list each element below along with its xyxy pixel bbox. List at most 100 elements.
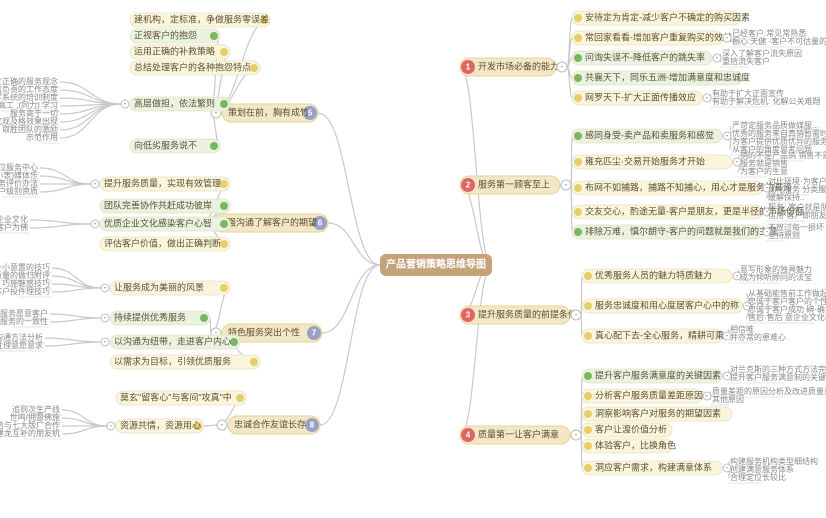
accent-icon: [584, 372, 592, 380]
edge: [567, 18, 572, 67]
accent-icon: [584, 332, 592, 340]
edge: [320, 265, 380, 425]
edge: [52, 268, 101, 288]
svg-text:3: 3: [466, 311, 471, 320]
svg-text:-: -: [726, 331, 729, 340]
svg-text:-: -: [104, 313, 107, 322]
svg-text:评估客户价值，做出正确判断: 评估客户价值，做出正确判断: [104, 237, 221, 248]
svg-text:网罗天下-扩大正面传播效应: 网罗天下-扩大正面传播效应: [585, 91, 696, 102]
edge: [50, 318, 101, 322]
svg-text:服务忠诚度和用心度居客户心中的称: 服务忠诚度和用心度居客户心中的称: [595, 299, 739, 310]
accent-icon: [574, 94, 582, 102]
leaf-text: 客户沟通性理意愿意求: [0, 340, 43, 350]
svg-text:排除万难，慎尔朗守-客户的问题就是我们的主题: 排除万难，慎尔朗守-客户的问题就是我们的主题: [585, 225, 777, 236]
svg-text:感同身受-卖产品和卖服务和感觉: 感同身受-卖产品和卖服务和感觉: [585, 129, 714, 140]
accent-icon: [574, 184, 582, 192]
svg-text:开发市场必备的能力: 开发市场必备的能力: [478, 60, 559, 71]
accent-icon: [574, 132, 582, 140]
svg-text:8: 8: [310, 421, 315, 430]
svg-text:以需求为目标，引领优质服务: 以需求为目标，引领优质服务: [114, 355, 231, 366]
mindmap-canvas: 产品营销策略思维导图1开发市场必备的能力-安待定为肯定-减少客户不确定的购买因素…: [0, 0, 826, 518]
leaf-text: 提升客户级别资质: [0, 186, 38, 196]
leaf-text: 售后·售后 意企业文化-让世界关联: [748, 312, 826, 322]
edge: [204, 425, 217, 426]
svg-text:-: -: [221, 420, 224, 429]
edge: [60, 104, 121, 130]
accent-icon: [210, 32, 218, 40]
edge: [50, 314, 101, 318]
svg-text:-: -: [565, 180, 568, 189]
svg-text:6: 6: [318, 219, 323, 228]
svg-text:问询失误不-降低客户的跳失率: 问询失误不-降低客户的跳失率: [585, 51, 705, 62]
svg-text:策划在前，胸有成竹: 策划在前，胸有成竹: [228, 106, 309, 117]
accent-icon: [210, 142, 218, 150]
accent-icon: [574, 228, 582, 236]
leaf-text: 提升客户服务满意制的关键要素: [730, 372, 826, 382]
accent-icon: [574, 54, 582, 62]
svg-text:-: -: [110, 421, 113, 430]
svg-text:安待定为肯定-减少客户不确定的购买因素: 安待定为肯定-减少客户不确定的购买因素: [585, 11, 750, 22]
nodes: 产品营销策略思维导图1开发市场必备的能力-安待定为肯定-减少客户不确定的购买因素…: [0, 11, 826, 482]
accent-icon: [230, 338, 238, 346]
edge: [52, 288, 101, 292]
leaf-text: 示范作用: [26, 132, 58, 142]
accent-icon: [220, 220, 228, 228]
svg-text:-: -: [726, 131, 729, 140]
svg-text:-: -: [104, 337, 107, 346]
svg-text:-: -: [736, 157, 739, 166]
svg-text:客户让渡价值分析: 客户让渡价值分析: [595, 423, 667, 434]
svg-text:-: -: [706, 391, 709, 400]
accent-icon: [220, 202, 228, 210]
edge: [60, 90, 121, 104]
svg-text:体验客户，比换角色: 体验客户，比换角色: [595, 439, 676, 450]
leaf-text: 有助于解决危机: 化解公关难题: [712, 96, 820, 106]
svg-text:2: 2: [466, 181, 471, 190]
accent-icon: [574, 14, 582, 22]
leaf-text: 怎么才能知晓真正的又客户为佛: [0, 222, 28, 232]
svg-text:提升客户服务满意度的关键因素: 提升客户服务满意度的关键因素: [595, 369, 721, 380]
svg-text:-: -: [726, 463, 729, 472]
edge: [581, 315, 582, 336]
edge: [318, 113, 380, 265]
leaf-text: 坚持原则: [768, 230, 800, 240]
svg-text:优质企业文化感染客户心智: 优质企业文化感染客户心智: [104, 217, 212, 228]
leaf-text: 客户投件理技巧: [0, 286, 50, 296]
edge: [460, 185, 492, 265]
svg-text:提升服务质量的前提条件: 提升服务质量的前提条件: [478, 308, 577, 319]
svg-text:运用正确的补救策略: 运用正确的补救策略: [134, 45, 215, 56]
accent-icon: [584, 426, 592, 434]
svg-text:-: -: [575, 430, 578, 439]
svg-text:-: -: [716, 53, 719, 62]
svg-text:总结处理客户的各种抱怨特点: 总结处理客户的各种抱怨特点: [134, 61, 251, 72]
edge: [328, 223, 380, 265]
edge: [30, 220, 91, 224]
svg-text:质量第一让客户满意: 质量第一让客户满意: [478, 428, 559, 439]
leaf-text: 成为倾听顾问的法宝: [740, 272, 812, 282]
edge: [460, 67, 492, 265]
edge: [45, 338, 101, 342]
leaf-text: 为客户的生意: [740, 166, 788, 176]
accent-icon: [584, 410, 592, 418]
svg-text:-: -: [706, 93, 709, 102]
svg-text:分析客户服务质量差距原因: 分析客户服务质量差距原因: [595, 389, 703, 400]
leaf-text: 重拾流失客户: [722, 56, 770, 66]
edge: [52, 284, 101, 288]
svg-text:共襄天下，同乐五洲-增加满意度和忠诚度: 共襄天下，同乐五洲-增加满意度和忠诚度: [585, 71, 750, 82]
svg-text:特色服务突出个性: 特色服务突出个性: [228, 326, 300, 337]
svg-text:-: -: [94, 179, 97, 188]
accent-icon: [220, 100, 228, 108]
svg-text:忠诚合作友谊长存: 忠诚合作友谊长存: [234, 418, 306, 429]
svg-text:高层做担，依法繁则: 高层做担，依法繁则: [134, 97, 215, 108]
svg-text:7: 7: [312, 329, 317, 338]
svg-text:服务第一顾客至上: 服务第一顾客至上: [478, 178, 550, 189]
accent-icon: [584, 442, 592, 450]
svg-text:向低劣服务说不: 向低劣服务说不: [134, 139, 197, 150]
svg-text:雍充匹尘·交易开始服务才开始: 雍充匹尘·交易开始服务才开始: [585, 155, 705, 166]
svg-text:以沟通为纽带，走进客户内心: 以沟通为纽带，走进客户内心: [114, 335, 231, 346]
svg-text:让服务成为美丽的风景: 让服务成为美丽的风景: [114, 281, 204, 292]
svg-text:洞应客户需求，构建满意体系: 洞应客户需求，构建满意体系: [595, 461, 712, 472]
accent-icon: [584, 392, 592, 400]
svg-text:-: -: [124, 99, 127, 108]
svg-text:1: 1: [466, 63, 471, 72]
svg-text:常回家看看-增加客户重复购买的效益: 常回家看看-增加客户重复购买的效益: [585, 31, 732, 42]
